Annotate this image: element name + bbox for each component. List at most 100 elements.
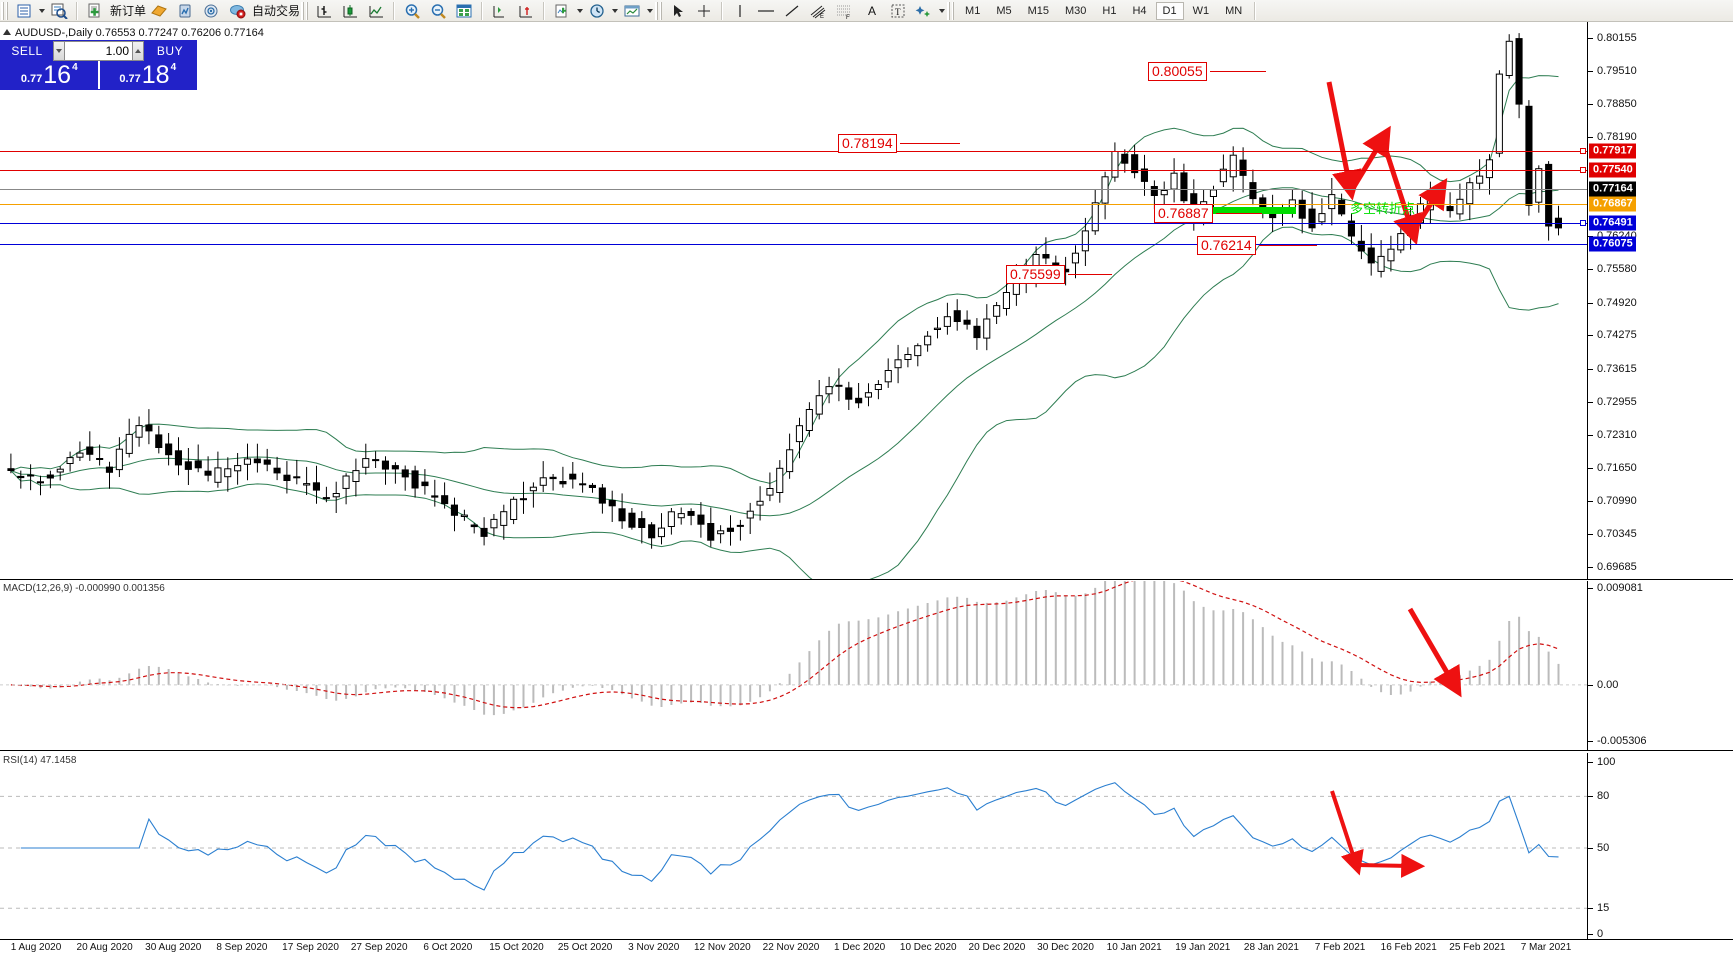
price-annotation[interactable]: 0.76887 [1154,204,1213,223]
chart-shift-icon[interactable] [513,1,539,21]
equidistant-channel-icon[interactable]: E [805,1,831,21]
cursor-icon[interactable] [665,1,691,21]
one-click-trading-panel[interactable]: SELL 1.00 BUY 0.77 16 4 0.77 18 4 [0,40,197,90]
sell-price[interactable]: 0.77 16 4 [1,61,98,89]
toolbar-grip-2[interactable] [301,1,310,20]
price-level-line-current[interactable] [0,189,1587,191]
zoom-out-icon[interactable] [425,1,451,21]
price-level-tag[interactable]: 0.76867 [1589,196,1636,212]
sell-button[interactable]: SELL [11,44,43,58]
macd-plot[interactable] [0,581,1587,750]
rsi-pane[interactable]: RSI(14) 47.1458 100 80 50 15 0 [0,753,1733,940]
fibonacci-icon[interactable]: F [831,1,857,21]
expert-advisors-icon[interactable] [146,1,172,21]
price-plot[interactable]: 0.78194 0.80055 0.76887 0.76214 0.75599 多空转折点 [0,22,1587,579]
toolbar-grip-4[interactable] [947,1,956,20]
toolbar-grip[interactable] [1,1,9,20]
chart-area[interactable]: 0.78194 0.80055 0.76887 0.76214 0.75599 多空转折点… [0,22,1733,970]
timeframe-m1[interactable]: M1 [965,4,981,17]
timeframe-mn[interactable]: MN [1225,4,1243,17]
market-watch-caret-icon[interactable] [37,1,46,21]
grid-icon[interactable] [451,1,477,21]
indicators-icon[interactable] [549,1,575,21]
autotrading-icon[interactable] [224,1,250,21]
price-annotation[interactable]: 0.78194 [838,134,897,153]
collapse-arrow-icon[interactable] [3,29,11,35]
price-annotation[interactable]: 0.75599 [1006,265,1065,284]
signals-icon[interactable] [198,1,224,21]
macd-axis[interactable]: 0.009081 0.00 -0.005306 [1587,581,1733,750]
data-window-icon[interactable] [46,1,72,21]
timeframe-m5[interactable]: M5 [996,4,1012,17]
price-level-line-resistance[interactable] [0,151,1587,153]
price-level-line-pivot[interactable] [0,204,1587,206]
time-axis[interactable]: 1 Aug 2020 20 Aug 2020 30 Aug 2020 8 Sep 20… [0,940,1733,970]
timeframe-h1[interactable]: H1 [1102,4,1117,17]
level-drag-handle[interactable] [1580,148,1586,155]
trendline-icon[interactable] [779,1,805,21]
rsi-plot[interactable] [0,753,1587,939]
text-label-icon[interactable]: T [885,1,911,21]
price-level-tag[interactable]: 0.77917 [1589,143,1636,159]
price-level-tag[interactable]: 0.77164 [1589,181,1636,197]
macd-tick [1588,741,1593,743]
buy-button[interactable]: BUY [156,44,184,58]
periods-icon[interactable] [584,1,610,21]
shapes-icon[interactable] [911,1,937,21]
price-level-line-support[interactable] [0,223,1587,225]
volume-decrement-button[interactable] [53,41,65,61]
price-annotation[interactable]: 0.80055 [1148,62,1207,81]
zoom-in-icon[interactable] [399,1,425,21]
text-icon[interactable]: A [868,3,877,18]
price-pane[interactable]: 0.78194 0.80055 0.76887 0.76214 0.75599 多空转折点… [0,22,1733,580]
price-level-tag[interactable]: 0.77540 [1589,162,1636,178]
candlestick-chart-icon[interactable] [337,1,363,21]
new-order-icon[interactable] [82,1,108,21]
toolbar-grip-3[interactable] [655,1,664,20]
auto-scroll-icon[interactable] [487,1,513,21]
price-level-tag[interactable]: 0.76075 [1589,236,1636,252]
market-watch-icon[interactable] [11,1,37,21]
rsi-tick [1588,847,1593,849]
line-chart-icon[interactable] [363,1,389,21]
periods-caret-icon[interactable] [610,1,619,21]
new-order-label[interactable]: 新订单 [110,4,147,18]
crosshair-icon[interactable] [691,1,717,21]
rsi-axis[interactable]: 100 80 50 15 0 [1587,753,1733,940]
bar-chart-icon[interactable] [311,1,337,21]
price-level-tag[interactable]: 0.76491 [1589,215,1636,231]
macd-axis-label: 0.00 [1597,678,1619,691]
timeframe-m15[interactable]: M15 [1027,4,1049,17]
timeframe-d1[interactable]: D1 [1155,1,1184,20]
toolbar-separator-3 [481,1,484,20]
timeframe-m30[interactable]: M30 [1065,4,1087,17]
level-drag-handle[interactable] [1580,220,1586,227]
vertical-line-icon[interactable] [727,1,753,21]
price-axis[interactable]: 0.80155 0.79510 0.78850 0.78190 0.75580 0.749… [1580,22,1733,579]
indicators-caret-icon[interactable] [575,1,584,21]
timeframe-h4[interactable]: H4 [1132,4,1147,17]
volume-input[interactable]: 1.00 [65,41,132,61]
strategy-tester-icon[interactable] [172,1,198,21]
templates-icon[interactable] [619,1,645,21]
timeframe-w1[interactable]: W1 [1192,4,1210,17]
buy-price[interactable]: 0.77 18 4 [97,61,197,89]
templates-caret-icon[interactable] [645,1,654,21]
volume-increment-button[interactable] [132,41,144,61]
macd-pane[interactable]: MACD(12,26,9) -0.000990 0.001356 0.00908… [0,581,1733,751]
price-level-line-resistance[interactable] [0,170,1587,172]
price-axis-label: 0.72955 [1597,396,1637,408]
rsi-axis-label: 15 [1597,902,1610,915]
level-drag-handle[interactable] [1580,167,1586,174]
rsi-tick [1588,761,1593,763]
annotation-leader-line [1259,245,1317,246]
bull-bear-note[interactable]: 多空转折点 [1350,202,1416,217]
toolbar-separator-4 [543,1,546,20]
price-annotation[interactable]: 0.76214 [1197,236,1256,255]
shapes-caret-icon[interactable] [937,1,946,21]
svg-text:E: E [820,14,824,19]
autotrading-label[interactable]: 自动交易 [252,4,301,18]
horizontal-line-icon[interactable] [753,1,779,21]
price-arrow-annotations[interactable] [0,22,1587,579]
price-level-line-support[interactable] [0,244,1587,246]
